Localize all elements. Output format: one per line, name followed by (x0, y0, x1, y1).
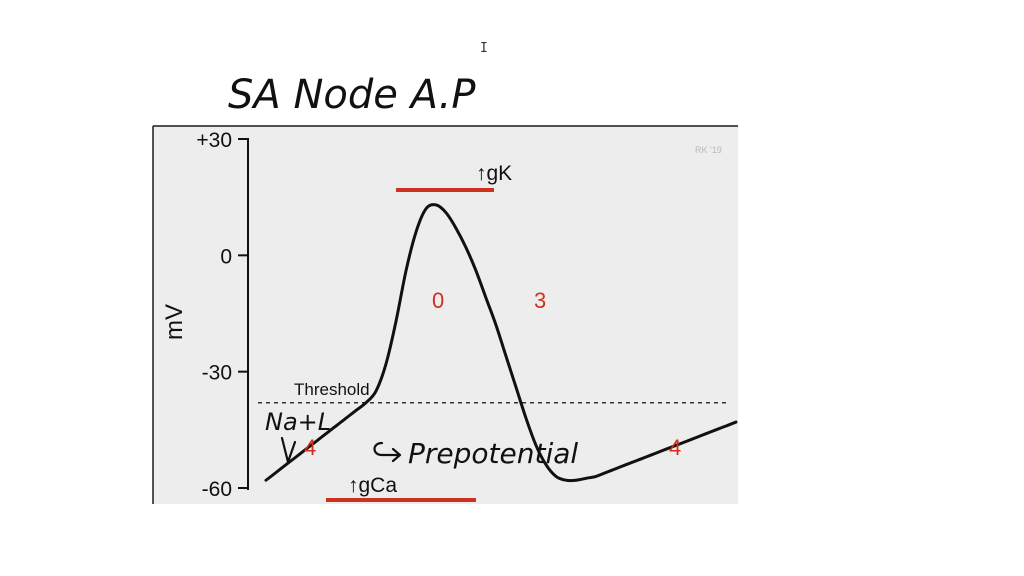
y-tick-label: +30 (196, 129, 232, 152)
down-arrow-icon (280, 436, 297, 464)
handwritten-prepotential: Prepotential (408, 437, 578, 470)
hooked-arrow-icon (373, 441, 402, 463)
text-cursor-icon: I (480, 41, 488, 56)
action-potential-chart: RK '19 +30 0 -30 -60 mV Threshold 4 0 3 4 ↑… (152, 125, 738, 504)
y-tick-label: -60 (202, 478, 232, 501)
y-tick-label: 0 (220, 245, 232, 268)
phase-label-3: 3 (534, 288, 546, 313)
handwritten-title: SA Node A.P (228, 72, 476, 118)
gca-label: ↑gCa (348, 474, 397, 497)
y-ticks: +30 0 -30 -60 (196, 129, 248, 501)
gk-label: ↑gK (476, 162, 512, 185)
phase-label-4-prepotential: 4 (304, 435, 316, 460)
handwritten-ion-note: Na+L (265, 408, 331, 436)
y-tick-label: -30 (202, 362, 232, 385)
phase-label-0: 0 (432, 288, 444, 313)
threshold-label: Threshold (294, 380, 370, 399)
handwritten-annotations: Na+L Prepotential (265, 408, 578, 470)
y-axis-label: mV (161, 304, 188, 340)
action-potential-trace (264, 203, 738, 483)
phase-label-4-late: 4 (669, 435, 681, 460)
credit-watermark: RK '19 (695, 145, 722, 155)
